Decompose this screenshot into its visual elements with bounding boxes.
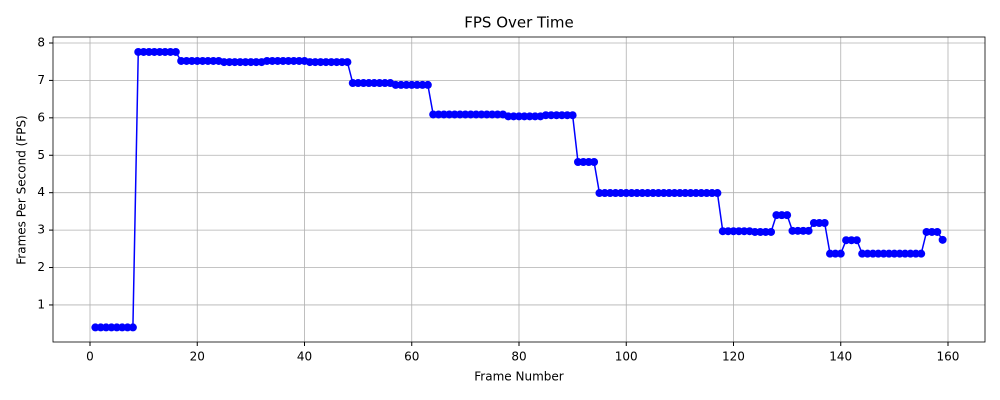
x-tick-label: 0: [86, 350, 94, 364]
data-point: [917, 249, 926, 258]
x-tick-label: 100: [615, 350, 638, 364]
y-axis-label: Frames Per Second (FPS): [15, 115, 29, 265]
data-point: [343, 58, 352, 67]
data-point: [171, 47, 180, 56]
y-tick-label: 1: [37, 297, 45, 311]
data-point: [804, 226, 813, 235]
x-tick-label: 120: [722, 350, 745, 364]
y-tick-label: 7: [37, 73, 45, 87]
data-point: [933, 227, 942, 236]
x-tick-label: 40: [297, 350, 312, 364]
x-tick-label: 160: [937, 350, 960, 364]
y-tick-label: 6: [37, 110, 45, 124]
x-axis-label: Frame Number: [474, 370, 563, 384]
y-tick-label: 8: [37, 35, 45, 49]
data-point: [128, 323, 137, 332]
data-point: [938, 235, 947, 244]
y-tick-label: 3: [37, 223, 45, 237]
y-tick-label: 2: [37, 260, 45, 274]
data-point: [568, 111, 577, 120]
chart-title: FPS Over Time: [464, 14, 574, 32]
data-point: [820, 218, 829, 227]
data-point: [767, 227, 776, 236]
x-tick-label: 20: [190, 350, 205, 364]
x-tick-label: 80: [511, 350, 526, 364]
plot-frame: [52, 36, 986, 343]
data-point: [713, 189, 722, 198]
data-point: [423, 80, 432, 89]
x-tick-label: 140: [829, 350, 852, 364]
x-tick-label: 60: [404, 350, 419, 364]
y-tick-label: 5: [37, 148, 45, 162]
data-point: [852, 236, 861, 245]
data-point: [783, 211, 792, 220]
y-tick-label: 4: [37, 185, 45, 199]
data-point: [590, 157, 599, 166]
data-point: [836, 249, 845, 258]
